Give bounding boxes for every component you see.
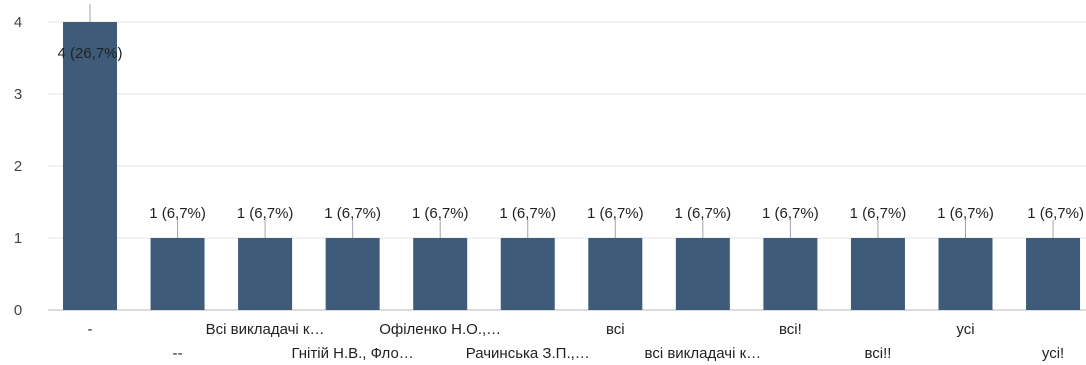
x-category-label: -- <box>173 345 183 362</box>
y-tick-label: 4 <box>14 14 22 31</box>
data-labels: 4 (26,7%) 1 (6,7%) 1 (6,7%) 1 (6,7%) 1 (6,7%… <box>57 4 1084 238</box>
bar <box>238 238 293 310</box>
data-label: 1 (6,7%) <box>499 205 556 222</box>
x-category-label: Офіленко Н.О.,… <box>379 321 501 338</box>
y-tick-label: 3 <box>14 86 22 103</box>
bar <box>938 238 993 310</box>
bar <box>63 22 117 310</box>
bar <box>500 238 555 310</box>
x-category-label: усі! <box>1042 345 1064 362</box>
bar <box>150 238 205 310</box>
bar <box>763 238 818 310</box>
x-category-label: всі викладачі к… <box>645 345 762 362</box>
bar <box>325 238 380 310</box>
data-label: 1 (6,7%) <box>762 205 819 222</box>
data-label: 1 (6,7%) <box>674 205 731 222</box>
data-label: 1 (6,7%) <box>324 205 381 222</box>
bars <box>63 22 1081 310</box>
x-category-label: всі <box>606 321 625 338</box>
x-category-label: всі! <box>779 321 802 338</box>
data-label: 1 (6,7%) <box>850 205 907 222</box>
bar <box>675 238 730 310</box>
x-category-label: Всі викладачі к… <box>206 321 325 338</box>
x-category-label: Гнітій Н.В., Фло… <box>291 345 413 362</box>
y-tick-label: 1 <box>14 230 22 247</box>
x-category-label: всі!! <box>864 345 891 362</box>
data-label: 1 (6,7%) <box>937 205 994 222</box>
bar <box>850 238 905 310</box>
x-category-label: - <box>88 321 93 338</box>
bar <box>1026 238 1081 310</box>
x-category-label: усі <box>956 321 974 338</box>
data-label: 4 (26,7%) <box>57 45 122 62</box>
y-axis: 0 1 2 3 4 <box>14 14 22 319</box>
bar <box>413 238 468 310</box>
gridlines <box>48 21 1086 311</box>
data-label: 1 (6,7%) <box>237 205 294 222</box>
y-tick-label: 0 <box>14 302 22 319</box>
x-axis: ---Всі викладачі к…Гнітій Н.В., Фло…Офіл… <box>88 321 1065 362</box>
data-label: 1 (6,7%) <box>587 205 644 222</box>
data-label: 1 (6,7%) <box>149 205 206 222</box>
data-label: 1 (6,7%) <box>412 205 469 222</box>
bar <box>588 238 643 310</box>
y-tick-label: 2 <box>14 158 22 175</box>
data-label: 1 (6,7%) <box>1027 205 1084 222</box>
x-category-label: Рачинська З.П.,… <box>466 345 590 362</box>
